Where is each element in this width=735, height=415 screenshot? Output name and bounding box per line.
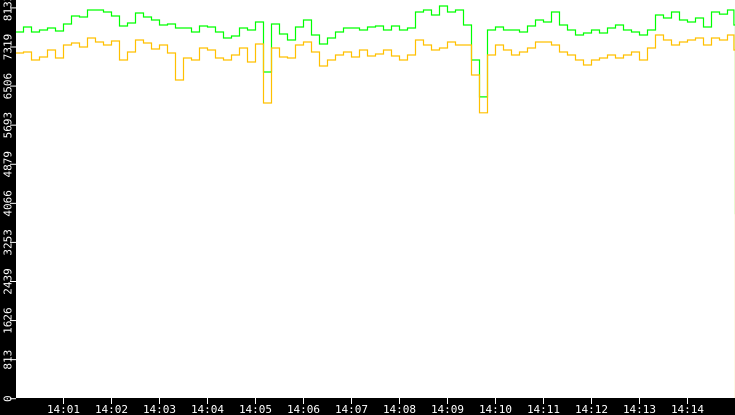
- x-tick-label: 14:12: [575, 403, 608, 415]
- x-tick-label: 14:03: [143, 403, 176, 415]
- y-tick-label: 4066: [2, 190, 15, 217]
- y-tick-label: 5693: [2, 112, 15, 139]
- x-axis: 14:01 14:02 14:03 14:04 14:05 14:06 14:07 14:08…: [47, 398, 704, 415]
- series-layer: [15, 5, 735, 399]
- x-tick-label: 14:04: [191, 403, 224, 415]
- y-tick-label: 2439: [2, 268, 15, 295]
- y-tick-label: 813: [2, 350, 15, 370]
- y-tick-label: 6506: [2, 73, 15, 100]
- x-axis-band: [0, 398, 735, 415]
- y-axis-band: [0, 0, 16, 415]
- x-tick-label: 14:01: [47, 403, 80, 415]
- x-tick-label: 14:08: [383, 403, 416, 415]
- y-tick-label: 4879: [2, 151, 15, 178]
- x-tick-label: 14:07: [335, 403, 368, 415]
- series-line-1: [15, 5, 735, 215]
- y-tick-label: 7319: [2, 34, 15, 61]
- y-axis: 0 813 1626 2439 3253 4066 4879 5693 6506 7319 8133: [2, 0, 16, 402]
- y-tick-label: 8133: [2, 0, 15, 21]
- x-tick-label: 14:09: [431, 403, 464, 415]
- x-tick-label: 14:13: [623, 403, 656, 415]
- x-tick-label: 14:10: [479, 403, 512, 415]
- y-tick-label: 1626: [2, 307, 15, 334]
- x-tick-label: 14:05: [239, 403, 272, 415]
- x-tick-label: 14:02: [95, 403, 128, 415]
- y-tick-label: 3253: [2, 229, 15, 256]
- y-tick-label: 0: [2, 395, 15, 402]
- series-line-2: [15, 34, 735, 399]
- x-tick-label: 14:06: [287, 403, 320, 415]
- x-tick-label: 14:11: [527, 403, 560, 415]
- x-tick-label: 14:14: [671, 403, 704, 415]
